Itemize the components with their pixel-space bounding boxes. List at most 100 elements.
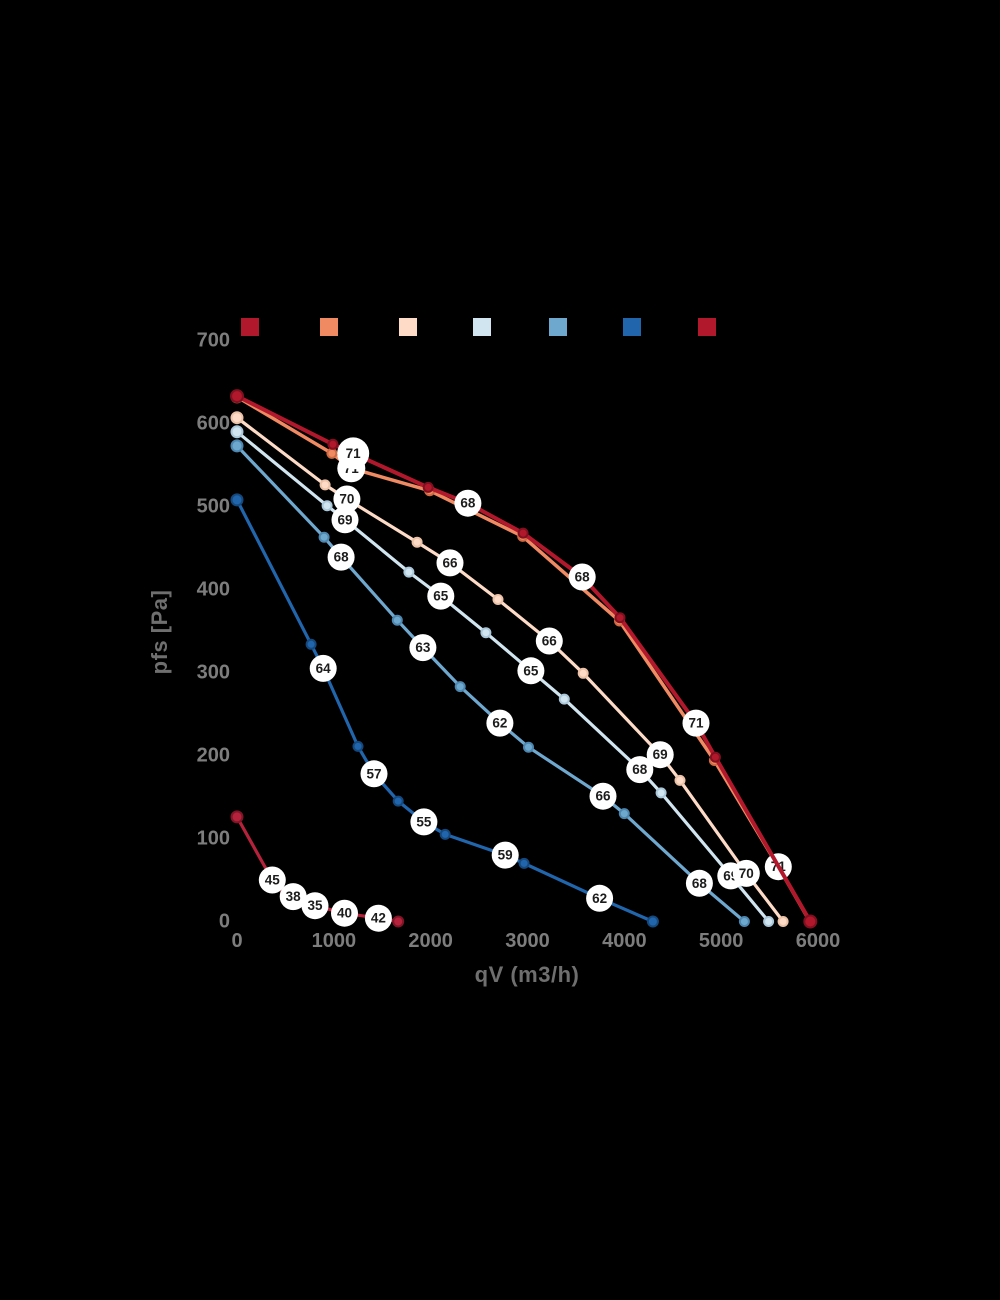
y-tick-label: 500: [197, 496, 230, 518]
point-label-value: 66: [595, 789, 611, 804]
curve-peach-point-label: 70: [732, 859, 760, 887]
point-label-bubble: [301, 892, 329, 920]
curve-light-blue-point-label: 68: [626, 756, 654, 784]
curve-light-blue-marker: [763, 916, 775, 927]
curve-dark-red-marker: [803, 914, 818, 929]
x-tick-label: 1000: [312, 930, 357, 952]
point-label-bubble: [337, 437, 370, 470]
curve-medium-blue-point-label: 68: [685, 869, 713, 897]
curve-dark-red-point-label: 71: [682, 709, 710, 737]
curve-dark-red-point-label: 68: [454, 489, 482, 517]
curve-medium-blue-marker: [523, 741, 534, 753]
point-label-value: 42: [371, 911, 386, 926]
legend-swatch-3: [399, 318, 417, 336]
curve-strong-blue-marker: [646, 915, 659, 928]
curve-strong-blue-point-label: 57: [360, 760, 388, 788]
curve-light-blue-point-label: 69: [331, 506, 359, 534]
curve-dark-red-point-label: 68: [568, 563, 596, 591]
y-tick-label: 400: [197, 579, 230, 601]
curve-strong-blue-marker: [352, 740, 364, 752]
curve-peach-marker: [319, 479, 331, 491]
curve-orange-marker: [326, 447, 338, 459]
y-tick-label: 300: [197, 662, 230, 684]
point-label-bubble: [436, 549, 464, 577]
point-label-value: 35: [307, 898, 323, 913]
curve-light-blue-marker: [480, 627, 492, 639]
chart-series: 6457555962686362666869656568697066666970…: [230, 389, 818, 932]
point-label-bubble: [568, 563, 596, 591]
curve-medium-blue: 68 63 62 66 68: [230, 439, 750, 927]
curve-medium-blue-marker: [318, 531, 330, 543]
x-axis-title: qV (m3/h): [475, 962, 580, 987]
curve-power-red-marker: [230, 810, 244, 824]
point-label-bubble: [327, 543, 355, 571]
curve-dark-red-marker: [517, 527, 529, 539]
curve-medium-blue-marker: [454, 681, 466, 693]
curve-dark-red-marker: [614, 612, 626, 624]
curve-power-red-point-label: 42: [364, 904, 392, 932]
y-tick-label: 200: [197, 745, 230, 767]
point-label-value: 57: [366, 766, 381, 781]
point-label-bubble: [427, 582, 455, 610]
point-label-bubble: [491, 841, 519, 869]
point-label-bubble: [682, 709, 710, 737]
curve-strong-blue-marker: [392, 795, 404, 807]
curve-strong-blue: 64 57 55 59 62: [230, 493, 659, 928]
curve-peach: 70 66 66 69 70: [230, 411, 789, 927]
curve-medium-blue-point-label: 68: [327, 543, 355, 571]
curve-dark-red-marker: [422, 481, 434, 493]
point-label-value: 45: [265, 873, 281, 888]
point-label-bubble: [626, 756, 654, 784]
curve-dark-red-marker: [230, 389, 244, 404]
curve-power-red-point-label: 38: [279, 883, 307, 911]
curve-peach-marker: [230, 411, 244, 425]
point-label-value: 69: [337, 512, 352, 527]
curve-power-red-point-label: 40: [331, 899, 358, 927]
point-label-value: 70: [339, 492, 354, 507]
legend-swatch-4: [473, 318, 491, 336]
legend-swatch-7: [698, 318, 716, 336]
y-tick-label: 700: [197, 330, 230, 352]
point-label-bubble: [486, 709, 514, 737]
curve-power-red-point-label: 45: [258, 866, 286, 894]
point-label-value: 64: [316, 661, 332, 676]
curve-medium-blue-point-label: 63: [409, 634, 437, 662]
curve-peach-point-label: 66: [436, 549, 464, 577]
point-label-value: 38: [286, 889, 302, 904]
curve-medium-blue-marker: [618, 808, 630, 820]
point-label-value: 66: [542, 634, 558, 649]
point-label-value: 68: [632, 762, 648, 777]
curve-dark-red-marker: [709, 751, 721, 763]
curve-strong-blue-point-label: 62: [586, 884, 614, 912]
curve-peach-marker: [674, 774, 686, 786]
curve-peach-marker: [411, 536, 423, 548]
curve-strong-blue-point-label: 59: [491, 841, 519, 869]
x-tick-label: 6000: [796, 930, 841, 952]
point-label-value: 70: [739, 866, 754, 881]
point-label-bubble: [331, 506, 359, 534]
curve-light-blue-point-label: 65: [517, 657, 545, 685]
point-label-value: 55: [416, 814, 432, 829]
curve-medium-blue-marker: [391, 614, 403, 626]
point-label-value: 65: [433, 589, 449, 604]
curve-light-blue-marker: [230, 425, 244, 439]
legend: [241, 318, 716, 336]
point-label-bubble: [279, 883, 307, 911]
point-label-value: 68: [460, 496, 476, 511]
point-label-value: 69: [653, 747, 668, 762]
curve-strong-blue-point-label: 55: [410, 808, 438, 836]
curve-peach-marker: [577, 667, 589, 679]
curve-strong-blue-point-label: 64: [309, 654, 337, 682]
x-tick-label: 3000: [505, 930, 550, 952]
curve-strong-blue-marker: [230, 493, 244, 507]
point-label-bubble: [410, 808, 438, 836]
point-label-bubble: [685, 869, 713, 897]
x-tick-label: 4000: [602, 930, 647, 952]
point-label-bubble: [646, 741, 674, 769]
y-tick-label: 100: [197, 828, 230, 850]
curve-light-blue-marker: [403, 566, 415, 578]
point-label-value: 71: [346, 446, 362, 461]
curve-light-blue-marker: [558, 693, 570, 705]
